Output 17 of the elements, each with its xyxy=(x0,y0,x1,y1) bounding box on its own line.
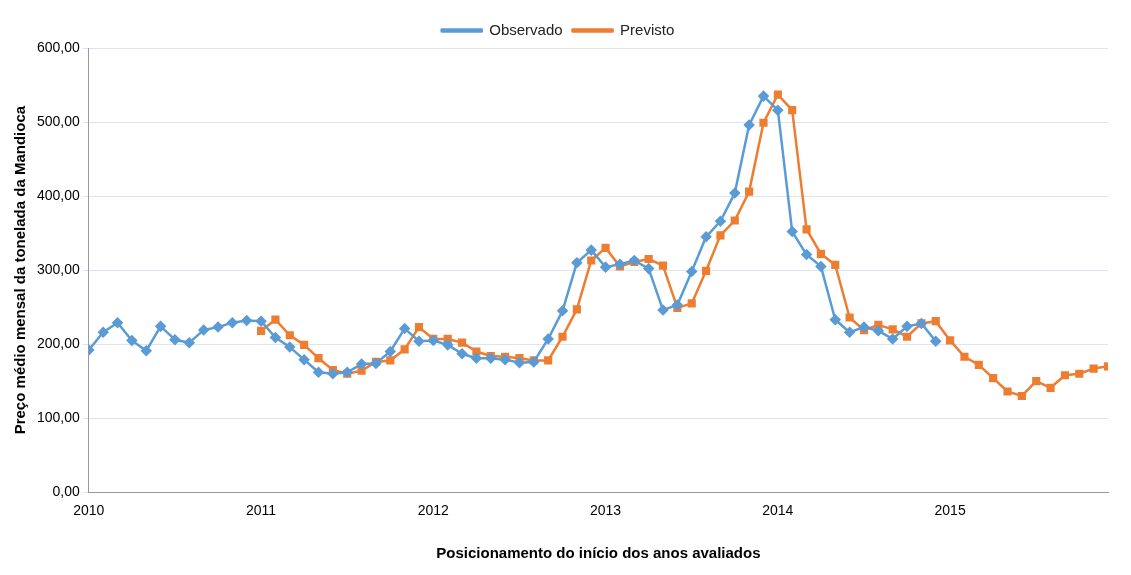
x-tick-label: 2012 xyxy=(417,502,450,519)
x-tick-label: 2015 xyxy=(934,502,966,519)
y-tick-label: 500,00 xyxy=(36,112,81,129)
x-tick-label: 2013 xyxy=(590,502,622,519)
x-axis-title: Posicionamento do início dos anos avaliados xyxy=(436,544,761,562)
y-tick-label: 200,00 xyxy=(36,334,81,351)
y-tick-label: 0,00 xyxy=(52,483,81,500)
y-axis-title: Preço médio mensal da tonelada da Mandioca xyxy=(11,105,29,435)
legend-label: Observado xyxy=(489,20,563,38)
x-tick-label: 2014 xyxy=(762,502,794,519)
y-tick-label: 400,00 xyxy=(36,186,81,203)
legend-label: Previsto xyxy=(620,20,675,38)
y-tick-label: 100,00 xyxy=(36,409,81,426)
y-tick-label: 600,00 xyxy=(36,38,81,55)
y-tick-label: 300,00 xyxy=(36,260,81,277)
x-tick-label: 2011 xyxy=(246,502,277,519)
x-tick-label: 2010 xyxy=(73,502,105,519)
